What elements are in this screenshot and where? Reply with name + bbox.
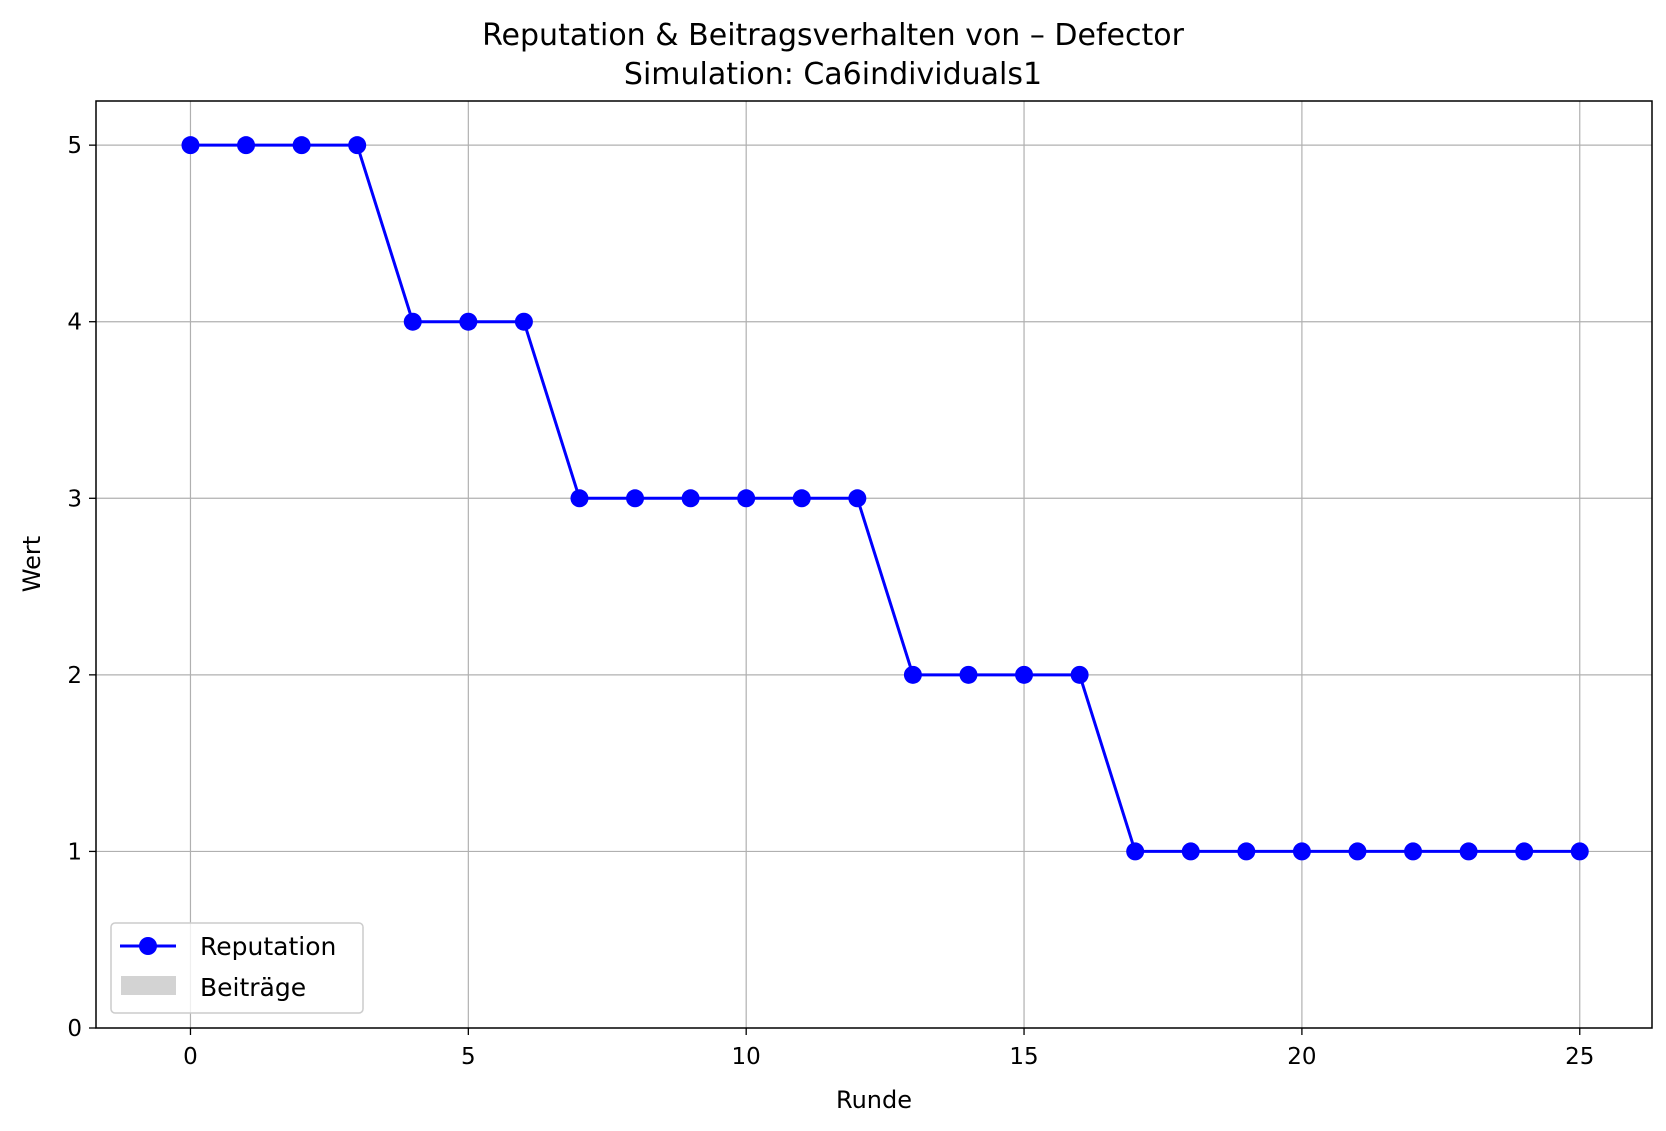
legend-reputation-marker — [139, 937, 157, 955]
reputation-point — [1570, 842, 1589, 861]
x-tick-label: 5 — [461, 1044, 476, 1070]
reputation-point — [626, 489, 645, 508]
x-axis: 0 5 10 15 20 25 — [183, 1028, 1594, 1070]
reputation-point — [459, 312, 478, 331]
reputation-point — [681, 489, 700, 508]
reputation-point — [959, 665, 978, 684]
reputation-point — [237, 136, 256, 155]
reputation-point — [1348, 842, 1367, 861]
reputation-point — [403, 312, 422, 331]
x-tick-label: 20 — [1287, 1044, 1316, 1070]
y-tick-label: 5 — [67, 133, 82, 159]
x-tick-label: 10 — [732, 1044, 761, 1070]
reputation-point — [348, 136, 367, 155]
y-tick-label: 0 — [67, 1016, 82, 1042]
reputation-point — [792, 489, 811, 508]
reputation-point — [570, 489, 589, 508]
y-tick-label: 2 — [67, 663, 82, 689]
reputation-point — [1181, 842, 1200, 861]
reputation-point — [181, 136, 200, 155]
reputation-line — [190, 143, 1580, 853]
reputation-point — [514, 312, 533, 331]
y-tick-label: 3 — [67, 486, 82, 512]
reputation-point — [1292, 842, 1311, 861]
legend-beitraege-swatch — [121, 976, 176, 995]
plot-frame — [95, 100, 1653, 1029]
reputation-point — [1070, 665, 1089, 684]
reputation-point — [1515, 842, 1534, 861]
reputation-point — [903, 665, 922, 684]
y-tick-label: 1 — [67, 839, 82, 865]
reputation-point — [1404, 842, 1423, 861]
reputation-point — [1237, 842, 1256, 861]
legend-beitraege-label: Beiträge — [200, 973, 306, 1002]
x-tick-label: 25 — [1565, 1044, 1594, 1070]
reputation-point — [292, 136, 311, 155]
reputation-point — [1015, 665, 1034, 684]
legend: Reputation Beiträge — [110, 922, 364, 1014]
y-tick-label: 4 — [67, 310, 82, 336]
legend-reputation-label: Reputation — [200, 932, 336, 961]
chart-title: Reputation & Beitragsverhalten von – Def… — [482, 18, 1185, 53]
plot-series — [181, 136, 1589, 861]
reputation-point — [737, 489, 756, 508]
x-tick-label: 0 — [183, 1044, 198, 1070]
chart-subtitle: Simulation: Ca6individuals1 — [624, 57, 1042, 92]
reputation-point — [1126, 842, 1145, 861]
x-tick-label: 15 — [1009, 1044, 1038, 1070]
y-axis-label: Wert — [18, 536, 46, 592]
reputation-point — [848, 489, 867, 508]
y-axis: 0 1 2 3 4 5 — [67, 133, 96, 1042]
reputation-point — [1459, 842, 1478, 861]
x-axis-label: Runde — [836, 1086, 912, 1114]
